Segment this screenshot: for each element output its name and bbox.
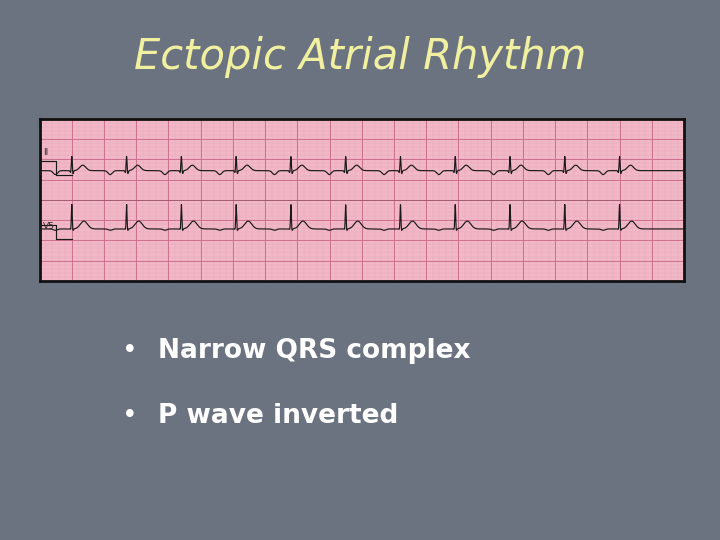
Text: P wave inverted: P wave inverted bbox=[158, 403, 399, 429]
Text: II: II bbox=[42, 148, 48, 157]
Text: Narrow QRS complex: Narrow QRS complex bbox=[158, 338, 471, 364]
Text: Ectopic Atrial Rhythm: Ectopic Atrial Rhythm bbox=[134, 36, 586, 78]
Text: •: • bbox=[122, 338, 138, 364]
Text: •: • bbox=[122, 403, 138, 429]
Text: V5: V5 bbox=[42, 222, 55, 232]
